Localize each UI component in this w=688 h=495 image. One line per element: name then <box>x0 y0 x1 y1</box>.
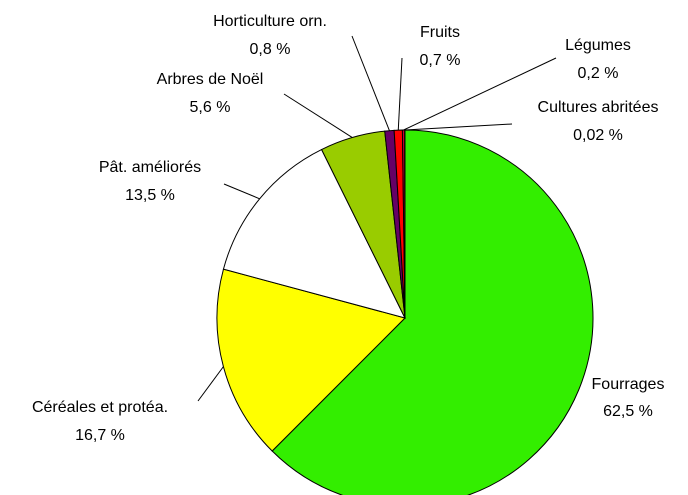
leader-line <box>397 57 403 131</box>
leader-line <box>223 183 260 200</box>
leader-line <box>197 366 224 402</box>
slice-label: Cultures abritées <box>538 99 659 116</box>
slice-label: Fruits <box>420 24 460 41</box>
slice-value-label: 0,8 % <box>250 41 291 58</box>
slice-label: Légumes <box>565 37 631 54</box>
slice-label: Horticulture orn. <box>213 13 327 30</box>
slice-value-label: 0,7 % <box>420 52 461 69</box>
pie-slice <box>222 148 406 319</box>
slice-label: Céréales et protéa. <box>32 399 168 416</box>
leader-line <box>403 57 557 131</box>
slice-value-label: 62,5 % <box>603 403 653 420</box>
leader-line <box>351 35 390 131</box>
pie-slice <box>216 268 406 452</box>
slice-value-label: 5,6 % <box>190 99 231 116</box>
leader-line <box>283 93 353 138</box>
slice-value-label: 0,2 % <box>578 65 619 82</box>
slice-value-label: 0,02 % <box>573 127 623 144</box>
slice-label: Pât. améliorés <box>99 159 201 176</box>
leader-line <box>404 123 513 131</box>
slice-label: Fourrages <box>592 376 665 393</box>
slice-value-label: 16,7 % <box>75 427 125 444</box>
slice-label: Arbres de Noël <box>157 71 264 88</box>
slice-value-label: 13,5 % <box>125 187 175 204</box>
pie-slice <box>271 129 594 495</box>
